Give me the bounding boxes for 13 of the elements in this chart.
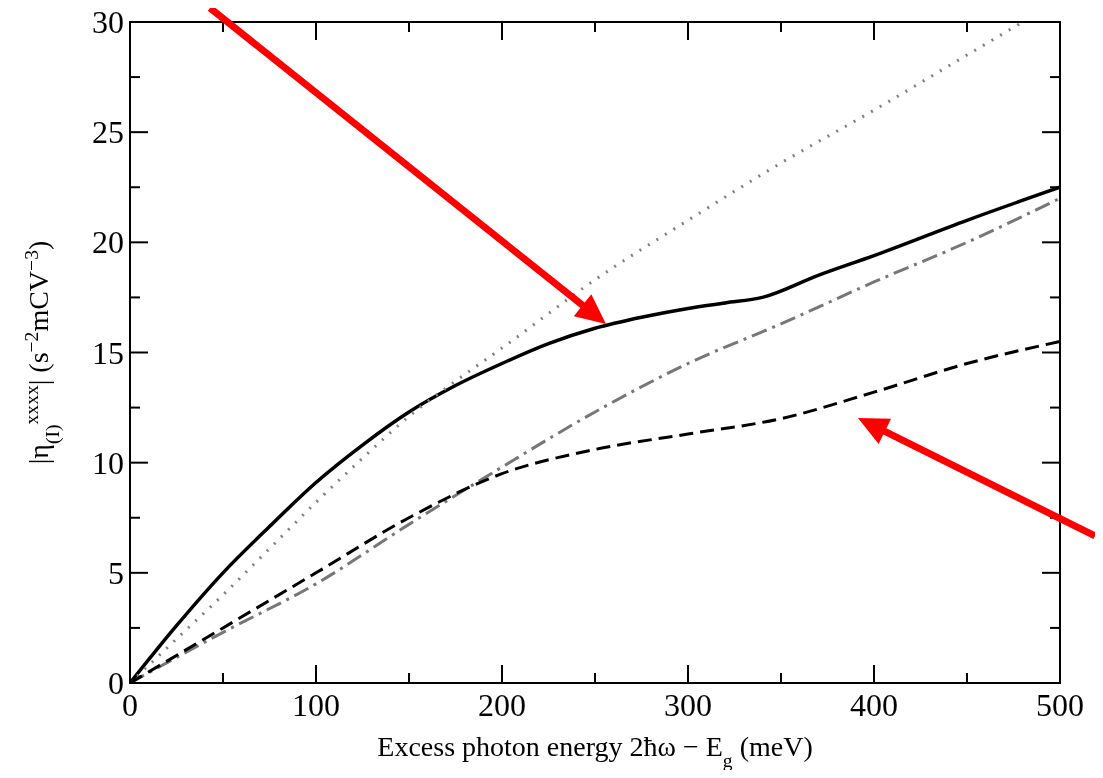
x-axis-title: Excess photon energy 2ħω − E$_{g}$ (meV)	[377, 731, 813, 771]
y-tick-label: 30	[92, 4, 124, 40]
x-tick-label: 500	[1036, 687, 1084, 723]
y-tick-label: 25	[92, 114, 124, 151]
x-tick-label: 300	[664, 687, 712, 723]
x-tick-label: 400	[850, 687, 898, 723]
x-tick-label: 200	[478, 687, 526, 723]
x-tick-label: 100	[292, 687, 340, 723]
y-tick-label: 20	[92, 224, 124, 261]
y-tick-label: 15	[92, 334, 124, 371]
y-tick-label: 0	[108, 665, 124, 701]
y-tick-label: 10	[92, 444, 124, 481]
y-tick-label: 5	[108, 554, 124, 591]
